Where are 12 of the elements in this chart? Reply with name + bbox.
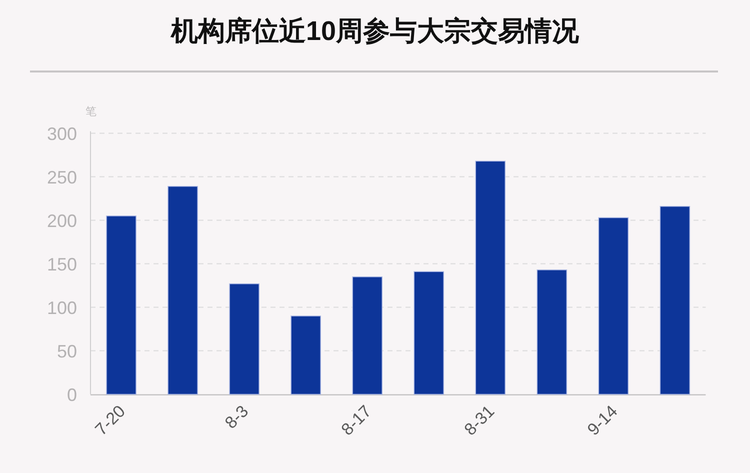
y-tick: 250 [46, 167, 77, 188]
y-tick: 200 [46, 210, 77, 231]
x-tick: 7-20 [92, 402, 130, 440]
ylabel: 笔 [86, 106, 96, 118]
y-tick: 100 [46, 298, 77, 318]
y-tick: 300 [46, 124, 77, 144]
y-tick: 50 [56, 341, 77, 362]
y-tick: 150 [46, 254, 77, 274]
x-tick: 8-31 [460, 402, 498, 440]
x-tick: 8-3 [221, 402, 252, 432]
y-tick: 0 [66, 384, 77, 405]
title: 机构席位近10周参与大宗交易情况 [170, 16, 580, 46]
